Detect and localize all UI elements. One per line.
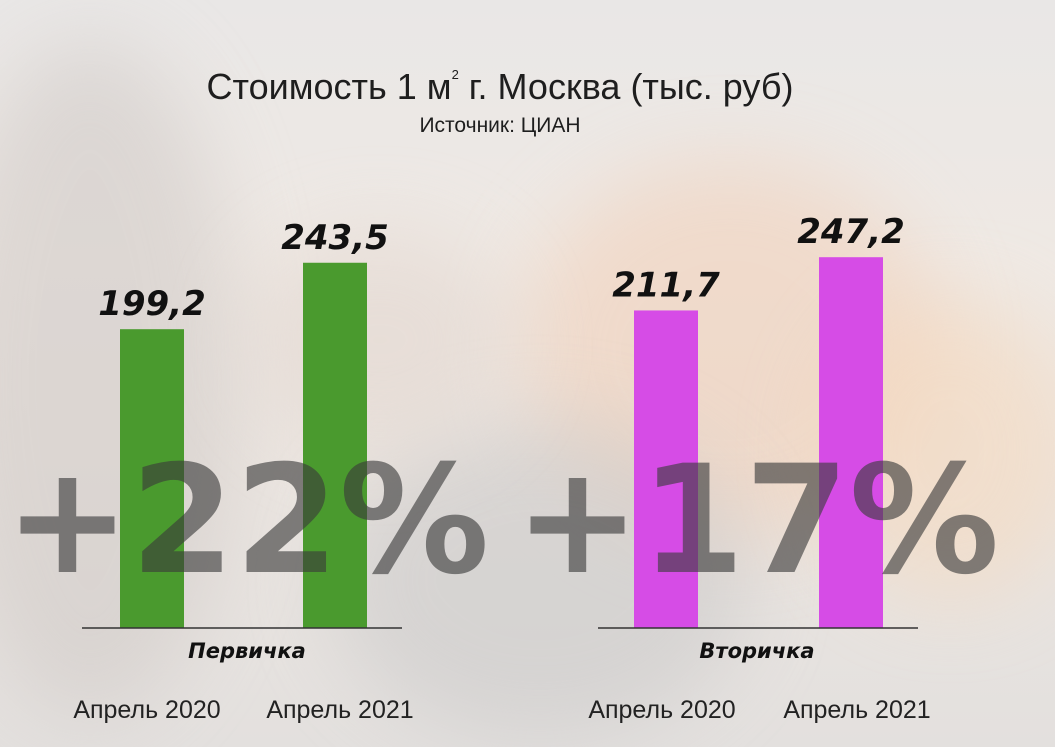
value-label-1-1: 199,2	[98, 284, 206, 324]
category-label-2-1: Апрель 2020	[588, 696, 735, 724]
category-label-2-2: Апрель 2021	[783, 696, 930, 724]
category-label-1-2: Апрель 2021	[266, 696, 413, 724]
category-label-1-1: Апрель 2020	[73, 696, 220, 724]
title-superscript: 2	[451, 67, 459, 82]
value-label-2-2: 247,2	[797, 212, 905, 252]
group-label-2: Вторичка	[699, 639, 814, 663]
chart-subtitle: Источник: ЦИАН	[419, 114, 581, 137]
value-label-2-1: 211,7	[612, 265, 720, 305]
value-label-1-2: 243,5	[281, 218, 389, 258]
chart-title: Стоимость 1 м2 г. Москва (тыс. руб)	[206, 66, 794, 107]
group-label-1: Первичка	[188, 639, 306, 663]
bar-1-1	[120, 329, 184, 628]
bar-1-2	[303, 262, 367, 628]
change-label-1: +22%	[5, 434, 490, 608]
bar-2-1	[634, 310, 698, 628]
bar-2-2	[819, 257, 883, 628]
change-label-2: +17%	[515, 434, 1000, 608]
